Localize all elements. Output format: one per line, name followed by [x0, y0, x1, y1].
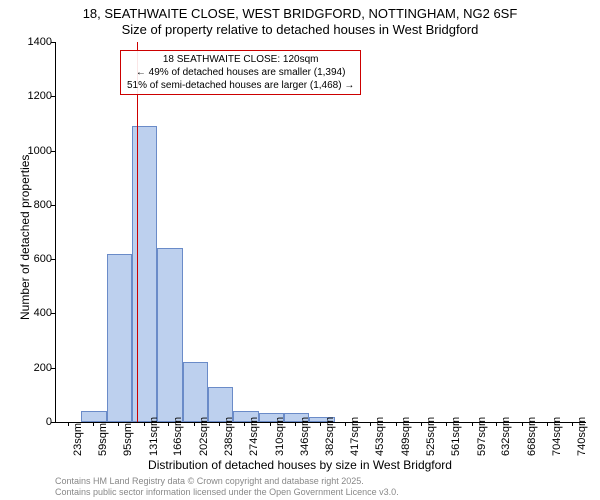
xtick-label: 597sqm	[476, 417, 488, 456]
xtick-mark	[421, 422, 422, 426]
histogram-bar	[132, 126, 157, 422]
histogram-bar	[81, 411, 106, 422]
xtick-label: 59sqm	[97, 423, 109, 456]
ytick-label: 800	[12, 199, 52, 211]
y-axis-label: Number of detached properties	[18, 155, 32, 320]
ytick-mark	[51, 368, 55, 369]
xtick-label: 382sqm	[324, 417, 336, 456]
plot-area	[55, 42, 586, 423]
footer-line-2: Contains public sector information licen…	[55, 487, 399, 497]
footer-line-1: Contains HM Land Registry data © Crown c…	[55, 476, 364, 486]
xtick-label: 274sqm	[248, 417, 260, 456]
histogram-bar	[107, 254, 132, 422]
ytick-label: 0	[12, 416, 52, 428]
xtick-mark	[472, 422, 473, 426]
xtick-label: 310sqm	[274, 417, 286, 456]
xtick-mark	[396, 422, 397, 426]
ytick-mark	[51, 96, 55, 97]
x-axis-label: Distribution of detached houses by size …	[0, 458, 600, 472]
xtick-mark	[194, 422, 195, 426]
xtick-label: 166sqm	[172, 417, 184, 456]
xtick-mark	[144, 422, 145, 426]
ytick-label: 1000	[12, 145, 52, 157]
xtick-mark	[547, 422, 548, 426]
xtick-mark	[168, 422, 169, 426]
ytick-label: 1400	[12, 36, 52, 48]
chart-title-sub: Size of property relative to detached ho…	[0, 22, 600, 37]
xtick-label: 489sqm	[400, 417, 412, 456]
xtick-label: 131sqm	[148, 417, 160, 456]
ytick-mark	[51, 422, 55, 423]
xtick-mark	[522, 422, 523, 426]
histogram-bar	[183, 362, 208, 422]
xtick-label: 23sqm	[72, 423, 84, 456]
xtick-mark	[118, 422, 119, 426]
xtick-mark	[572, 422, 573, 426]
xtick-label: 417sqm	[349, 417, 361, 456]
property-size-histogram: 18, SEATHWAITE CLOSE, WEST BRIDGFORD, NO…	[0, 0, 600, 500]
ytick-label: 1200	[12, 90, 52, 102]
xtick-mark	[295, 422, 296, 426]
histogram-bar	[157, 248, 182, 422]
xtick-label: 525sqm	[425, 417, 437, 456]
xtick-mark	[270, 422, 271, 426]
ytick-label: 200	[12, 362, 52, 374]
xtick-mark	[68, 422, 69, 426]
ytick-mark	[51, 42, 55, 43]
xtick-label: 346sqm	[299, 417, 311, 456]
xtick-mark	[370, 422, 371, 426]
xtick-mark	[446, 422, 447, 426]
xtick-label: 95sqm	[122, 423, 134, 456]
xtick-mark	[496, 422, 497, 426]
xtick-label: 668sqm	[526, 417, 538, 456]
xtick-label: 632sqm	[500, 417, 512, 456]
xtick-label: 704sqm	[551, 417, 563, 456]
xtick-mark	[219, 422, 220, 426]
ytick-mark	[51, 151, 55, 152]
xtick-label: 453sqm	[374, 417, 386, 456]
annotation-line: 51% of semi-detached houses are larger (…	[127, 79, 354, 92]
xtick-mark	[345, 422, 346, 426]
annotation-line: 18 SEATHWAITE CLOSE: 120sqm	[127, 53, 354, 66]
ytick-mark	[51, 205, 55, 206]
xtick-mark	[320, 422, 321, 426]
ytick-label: 400	[12, 307, 52, 319]
xtick-mark	[93, 422, 94, 426]
ytick-mark	[51, 259, 55, 260]
xtick-mark	[244, 422, 245, 426]
chart-title-main: 18, SEATHWAITE CLOSE, WEST BRIDGFORD, NO…	[0, 6, 600, 21]
xtick-label: 740sqm	[576, 417, 588, 456]
property-annotation: 18 SEATHWAITE CLOSE: 120sqm← 49% of deta…	[120, 50, 361, 95]
ytick-label: 600	[12, 253, 52, 265]
xtick-label: 202sqm	[198, 417, 210, 456]
xtick-label: 238sqm	[223, 417, 235, 456]
annotation-line: ← 49% of detached houses are smaller (1,…	[127, 66, 354, 79]
property-marker-line	[137, 42, 138, 422]
xtick-label: 561sqm	[450, 417, 462, 456]
ytick-mark	[51, 313, 55, 314]
